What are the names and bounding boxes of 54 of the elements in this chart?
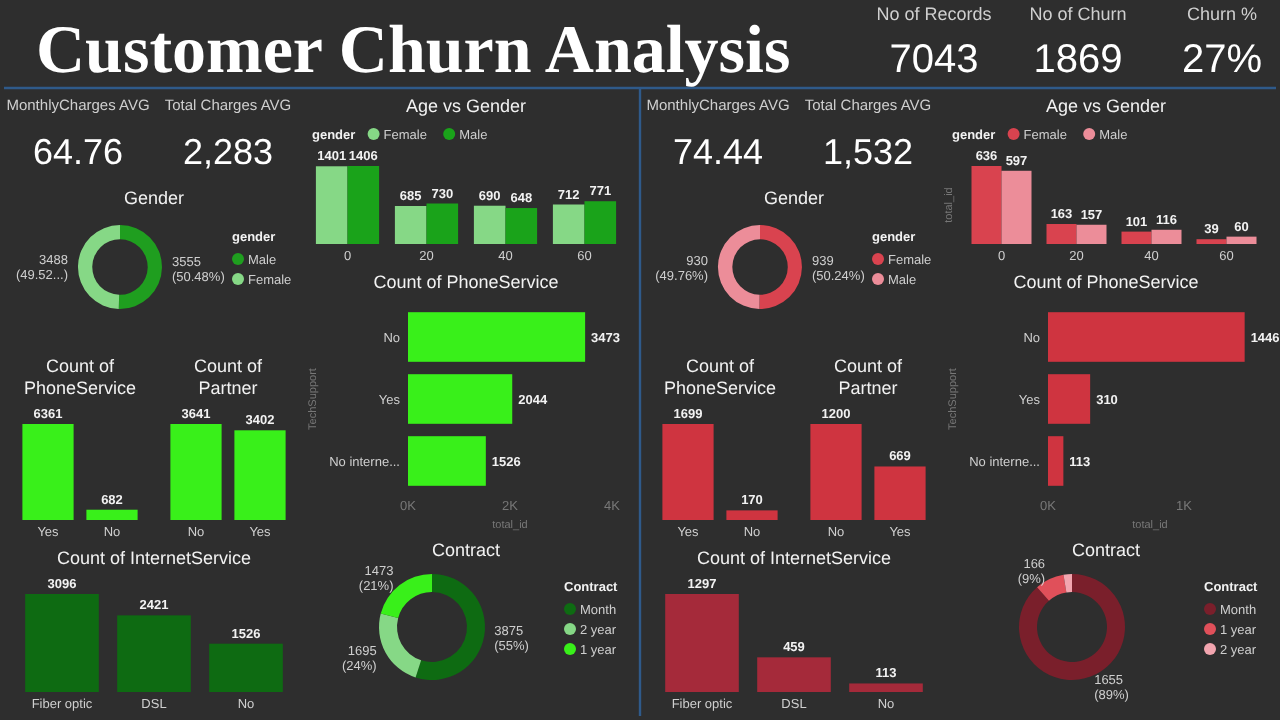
donut-slice	[118, 225, 162, 309]
bar	[584, 201, 617, 244]
text: 7043	[889, 38, 979, 82]
text: 27%	[1181, 38, 1263, 82]
text: No of Churn	[1029, 4, 1127, 24]
bar	[473, 205, 506, 244]
bar	[394, 206, 427, 244]
chart-title: Count of InternetService	[56, 548, 252, 568]
text: 64.76	[32, 132, 124, 172]
chart-title: Contract	[1071, 540, 1142, 560]
chart-title: Count of InternetService	[696, 548, 892, 568]
chart-title: Count of Partner	[833, 356, 904, 398]
text: No of Records	[876, 4, 993, 24]
donut-slice	[415, 574, 485, 680]
chart-title: Age vs Gender	[405, 96, 527, 116]
bar	[1121, 231, 1152, 244]
bar	[552, 204, 585, 244]
donut-slice	[1063, 574, 1072, 593]
bar	[1048, 312, 1245, 362]
bar	[1151, 229, 1182, 244]
bar	[426, 203, 459, 244]
donut-slice	[77, 225, 120, 309]
donut-slice	[759, 225, 802, 309]
chart-title: Count of PhoneService	[663, 356, 777, 398]
chart-title: Count of PhoneService	[1013, 272, 1199, 292]
chart-title: Count of Partner	[193, 356, 264, 398]
text: Churn %	[1186, 4, 1258, 24]
chart-title: Age vs Gender	[1045, 96, 1167, 116]
chart-title: Count of PhoneService	[373, 272, 559, 292]
chart-title: Gender	[763, 188, 825, 208]
donut-slice	[1019, 574, 1125, 680]
bar	[1046, 224, 1077, 244]
text: 1869	[1033, 38, 1123, 82]
bar	[1076, 224, 1107, 244]
bar	[315, 166, 348, 244]
text: 74.44	[672, 132, 764, 172]
chart-title: Contract	[431, 540, 502, 560]
donut-slice	[718, 225, 760, 309]
bar	[408, 436, 486, 486]
bar	[408, 312, 586, 362]
chart-title: Count of PhoneService	[23, 356, 137, 398]
bar	[1226, 236, 1257, 244]
bar	[1048, 436, 1064, 486]
bar	[505, 208, 538, 244]
bar	[1048, 374, 1091, 424]
bar	[408, 374, 513, 424]
bar	[347, 166, 380, 244]
donut-slice	[379, 613, 422, 678]
text: 1,532	[822, 132, 914, 172]
bar	[1001, 170, 1032, 244]
text: Customer Churn Analysis	[36, 14, 791, 88]
bar	[971, 166, 1002, 244]
chart-title: Gender	[123, 188, 185, 208]
text: 2,283	[182, 132, 274, 172]
